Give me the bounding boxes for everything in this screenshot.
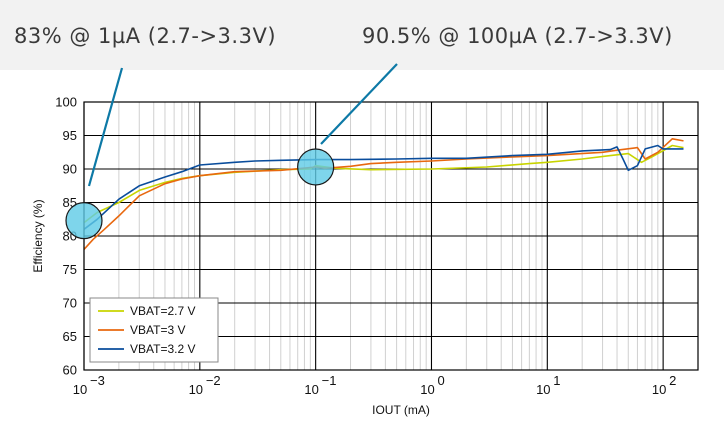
x-tick-label: 10 xyxy=(304,382,318,397)
legend-label-2: VBAT=3 V xyxy=(130,323,185,337)
callout-left-leader xyxy=(87,67,124,187)
y-tick-label: 100 xyxy=(55,95,77,110)
callout-left-text: 83% @ 1µA (2.7->3.3V) xyxy=(14,24,277,48)
x-tick-exponent: 1 xyxy=(553,373,560,388)
highlight-marker-2 xyxy=(297,148,335,186)
annotations xyxy=(65,63,398,240)
plot-area xyxy=(83,138,684,250)
x-tick-exponent: −3 xyxy=(90,373,105,388)
series-line-1 xyxy=(83,144,684,224)
x-tick-exponent: −1 xyxy=(322,373,337,388)
x-tick-exponent: 0 xyxy=(437,373,444,388)
series-line-3 xyxy=(83,144,684,230)
axes: 606570758085909510010−310−210−1100101102… xyxy=(31,95,699,417)
highlight-marker-1 xyxy=(65,201,103,240)
y-tick-label: 90 xyxy=(63,162,77,177)
x-tick-label: 10 xyxy=(189,382,203,397)
x-tick-exponent: 2 xyxy=(669,373,676,388)
legend: VBAT=2.7 V VBAT=3 V VBAT=3.2 V xyxy=(89,297,219,363)
y-tick-label: 75 xyxy=(63,262,77,277)
callout-right-leader xyxy=(320,63,398,145)
legend-label-1: VBAT=2.7 V xyxy=(130,304,195,318)
callout-right-text: 90.5% @ 100µA (2.7->3.3V) xyxy=(362,24,673,48)
x-tick-label: 10 xyxy=(652,382,666,397)
y-tick-label: 65 xyxy=(63,329,77,344)
y-tick-label: 60 xyxy=(63,363,77,378)
legend-label-3: VBAT=3.2 V xyxy=(130,342,195,356)
x-tick-exponent: −2 xyxy=(206,373,221,388)
y-axis-title: Efficiency (%) xyxy=(31,199,45,272)
y-tick-label: 70 xyxy=(63,296,77,311)
y-tick-label: 95 xyxy=(63,128,77,143)
x-tick-label: 10 xyxy=(73,382,87,397)
header-band xyxy=(0,0,724,70)
x-tick-label: 10 xyxy=(420,382,434,397)
series-line-2 xyxy=(83,138,684,250)
x-tick-label: 10 xyxy=(536,382,550,397)
x-axis-title: IOUT (mA) xyxy=(372,403,430,417)
